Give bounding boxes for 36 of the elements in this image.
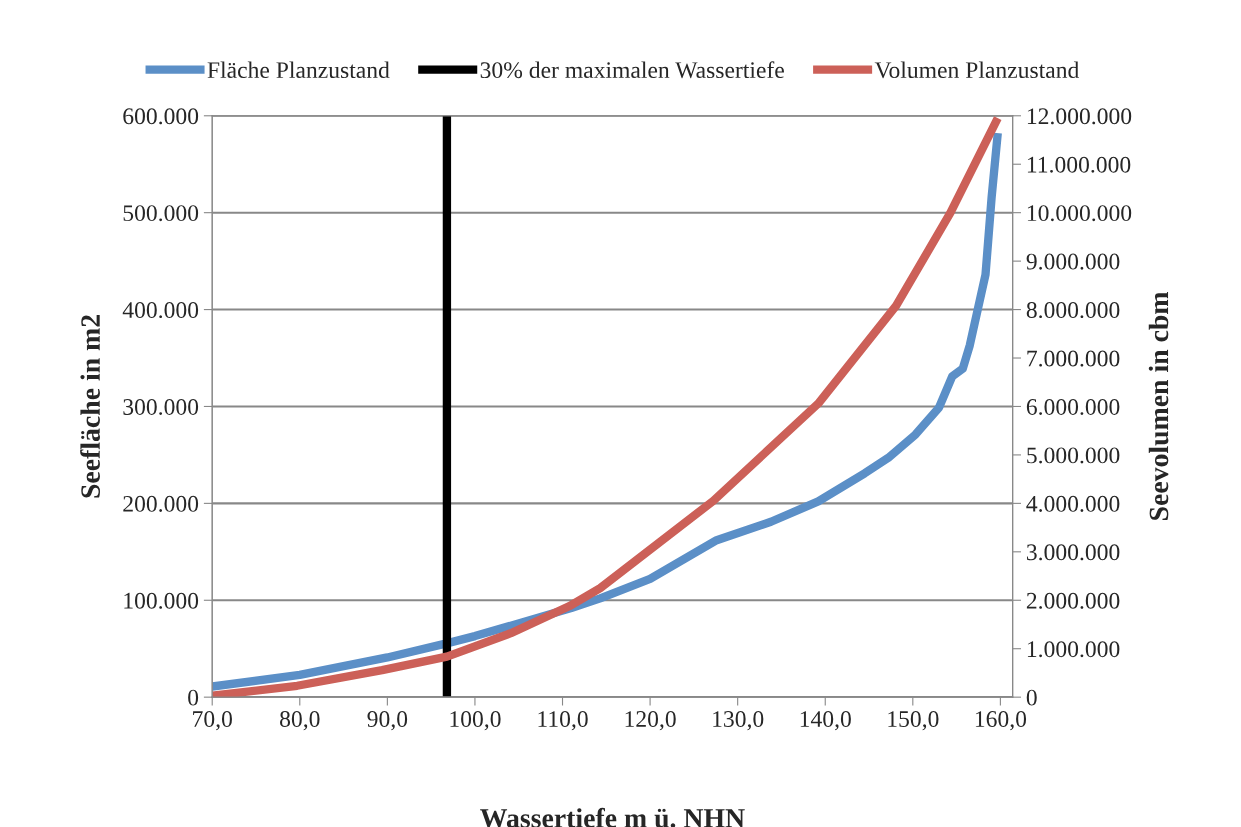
- legend-label: Fläche Planzustand: [207, 61, 390, 79]
- y-tick-label: 100.000: [124, 592, 199, 609]
- y-tick-label: 400.000: [122, 302, 199, 319]
- x-tick-label: 110,0: [538, 711, 588, 731]
- y-tick-label: 600.000: [123, 108, 199, 125]
- y2-tick-label: 9.000.000: [1026, 253, 1120, 270]
- x-tick-label: 80,0: [280, 711, 320, 731]
- legend-label: Volumen Planzustand: [874, 61, 1080, 79]
- y2-tick-label: 4.000.000: [1026, 495, 1120, 512]
- x-tick-label: 100,0: [450, 711, 501, 731]
- y2-tick-label: 12.000.000: [1027, 108, 1132, 125]
- y-axis-title: Seefläche in m2: [80, 315, 100, 498]
- x-tick-label: 70,0: [193, 711, 232, 731]
- y-tick-label: 300.000: [123, 398, 199, 415]
- y-tick-label: 500.000: [123, 205, 199, 222]
- y2-tick-label: 10.000.000: [1027, 205, 1132, 222]
- y2-tick-label: 5.000.000: [1027, 447, 1120, 464]
- x-tick-label: 120,0: [625, 711, 676, 731]
- y2-tick-label: 1.000.000: [1027, 641, 1120, 658]
- y2-tick-label: 7.000.000: [1027, 350, 1120, 367]
- x-tick-label: 90,0: [367, 711, 408, 731]
- y2-tick-label: 2.000.000: [1026, 592, 1120, 609]
- y2-tick-label: 6.000.000: [1026, 398, 1120, 415]
- y-tick-label: 0: [188, 689, 199, 706]
- y2-tick-label: 8.000.000: [1026, 302, 1120, 319]
- x-tick-label: 160,0: [975, 711, 1027, 731]
- x-axis-title: Wassertiefe m ü. NHN: [480, 807, 745, 827]
- x-tick-label: 140,0: [800, 711, 851, 731]
- y2-tick-label: 0: [1026, 689, 1037, 706]
- legend-label: 30% der maximalen Wassertiefe: [480, 61, 784, 79]
- y2-tick-label: 11.000.000: [1027, 156, 1131, 173]
- y-tick-label: 200.000: [123, 495, 199, 512]
- x-tick-label: 150,0: [888, 711, 939, 731]
- y2-tick-label: 3.000.000: [1026, 544, 1120, 561]
- y2-axis-title: Seevolumen in cbm: [1148, 291, 1169, 520]
- x-tick-label: 130,0: [713, 711, 764, 731]
